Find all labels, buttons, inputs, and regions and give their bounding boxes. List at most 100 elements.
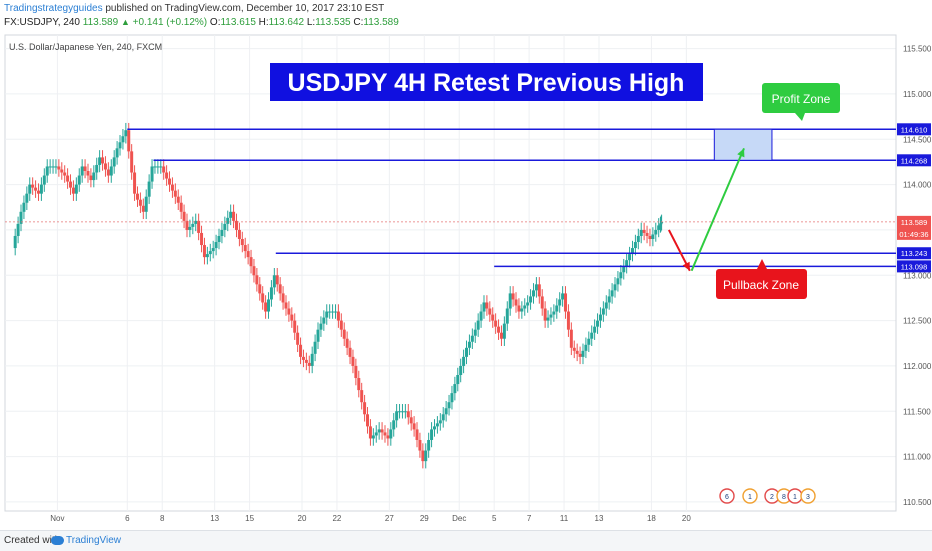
candle-body	[616, 278, 620, 285]
candle-body	[86, 171, 90, 176]
event-flag-icon[interactable]	[719, 488, 735, 504]
candle-body	[430, 429, 434, 440]
time-tick-label: 22	[332, 514, 341, 523]
candle-body	[435, 423, 439, 427]
profit-zone-callout-pointer	[795, 113, 805, 121]
candle-body	[427, 439, 431, 451]
candle-body	[331, 311, 335, 313]
candle-body	[572, 347, 576, 351]
candle-body	[170, 184, 174, 191]
candle-body	[511, 293, 515, 300]
event-flag-icon[interactable]	[800, 488, 816, 504]
candle-body	[275, 275, 279, 285]
level-price-label: 114.610	[901, 125, 928, 134]
candle-body	[575, 350, 579, 354]
price-tick-label: 114.000	[903, 181, 932, 190]
candle-body	[412, 423, 416, 430]
candle-body	[409, 417, 413, 424]
candle-body	[566, 311, 570, 330]
candle-body	[252, 266, 256, 276]
candle-body	[610, 290, 614, 297]
candle-body	[66, 175, 70, 182]
event-flag-icon[interactable]	[742, 488, 758, 504]
candle-body	[34, 187, 38, 191]
time-tick-label: 18	[647, 514, 656, 523]
author-link[interactable]: Tradingstrategyguides	[4, 3, 103, 14]
candle-body	[316, 329, 320, 342]
time-tick-label: 29	[420, 514, 429, 523]
pullback-zone-callout[interactable]	[716, 269, 807, 299]
candle-body	[127, 130, 131, 152]
publish-line: Tradingstrategyguides published on Tradi…	[4, 3, 384, 14]
open-label: O:	[209, 17, 221, 28]
candle-body	[636, 235, 640, 243]
candle-body	[57, 166, 61, 170]
level-lines: 114.610 114.268 113.243 113.098 113.589 01:49…	[5, 123, 931, 273]
candle-body	[54, 166, 58, 168]
candle-body	[499, 332, 503, 339]
candle-body	[447, 402, 451, 409]
candle-body	[272, 275, 276, 288]
pullback-zone-label: Pullback Zone	[723, 278, 799, 292]
candle-body	[36, 190, 40, 194]
time-tick-label: 13	[595, 514, 604, 523]
time-tick-label: 6	[125, 514, 130, 523]
price-tick-label: 111.500	[903, 407, 931, 416]
event-marker-label: 2	[770, 494, 774, 501]
candle-body	[168, 178, 172, 185]
tradingview-link[interactable]: TradingView	[66, 535, 122, 546]
candle-body	[366, 414, 370, 427]
event-marker-label: 8	[782, 494, 786, 501]
event-marker-label: 3	[806, 494, 810, 501]
created-with-label: Created with	[4, 535, 61, 546]
candle-body	[584, 344, 588, 351]
countdown-label: 01:49:36	[899, 230, 928, 239]
candle-body	[133, 172, 137, 194]
instrument-label: U.S. Dollar/Japanese Yen, 240, FXCM	[9, 42, 162, 52]
candle-body	[165, 172, 169, 179]
current-price-label: 113.589	[901, 218, 928, 227]
candle-body	[467, 341, 471, 348]
candle-body	[264, 302, 268, 312]
candle-body	[293, 320, 297, 333]
time-tick-label: 8	[160, 514, 165, 523]
candle-body	[211, 248, 215, 252]
profit-zone-callout[interactable]	[762, 83, 840, 113]
candle-body	[552, 311, 556, 315]
candle-body	[278, 284, 282, 294]
candle-body	[645, 232, 649, 236]
candle-body	[69, 181, 73, 188]
candle-body	[281, 293, 285, 303]
candle-body	[188, 226, 192, 230]
candle-body	[74, 184, 78, 194]
candle-body	[598, 314, 602, 321]
candle-body	[173, 190, 177, 197]
candle-body	[648, 235, 652, 239]
candle-body	[333, 311, 337, 313]
candle-body	[267, 299, 271, 312]
candle-body	[491, 314, 495, 321]
candle-body	[287, 308, 291, 315]
candle-body	[607, 296, 611, 303]
candle-body	[392, 420, 396, 430]
candle-body	[42, 175, 46, 185]
profit-zone-box[interactable]	[713, 128, 773, 161]
candle-body	[179, 202, 183, 212]
price-tick-label: 114.500	[903, 135, 932, 144]
last-price: 113.589	[82, 17, 119, 28]
candle-body	[200, 232, 204, 246]
arrows	[667, 147, 745, 272]
profit-zone-label: Profit Zone	[772, 92, 831, 106]
candle-body	[16, 223, 20, 236]
candle-body	[658, 224, 662, 226]
candle-body	[400, 411, 404, 413]
footer: Created with TradingView	[0, 530, 932, 551]
candle-body	[630, 248, 634, 255]
candle-body	[479, 311, 483, 321]
close-label: C:	[353, 17, 364, 28]
candle-body	[531, 290, 535, 297]
candle-body	[328, 311, 332, 313]
candle-body	[138, 199, 142, 206]
triangle-up-icon: ▲	[120, 17, 130, 27]
